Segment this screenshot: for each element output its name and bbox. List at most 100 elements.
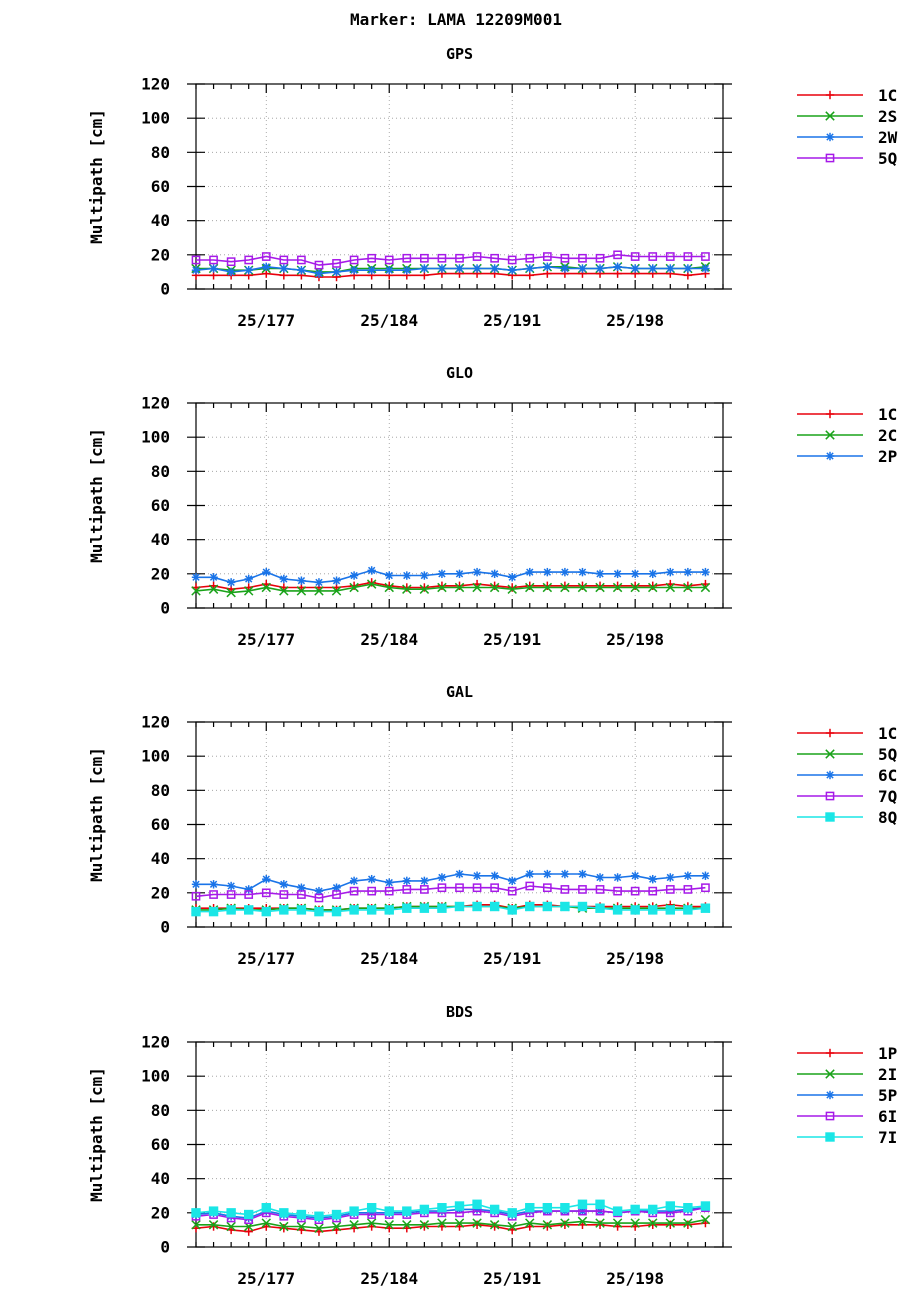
data-point (595, 885, 605, 894)
data-point (560, 901, 570, 912)
data-point (420, 1222, 429, 1231)
data-point (700, 903, 711, 913)
data-point (349, 876, 359, 886)
data-point (279, 880, 289, 889)
data-point (613, 262, 622, 271)
y-tick-label: 100 (141, 109, 170, 128)
data-point (244, 266, 253, 275)
data-point (613, 886, 622, 896)
data-point (191, 1208, 201, 1218)
data-point (578, 581, 587, 590)
series-line (195, 265, 706, 275)
data-point (296, 586, 307, 596)
data-point (349, 582, 359, 593)
data-point (226, 905, 236, 915)
series-glo-2p (191, 566, 710, 587)
data-point (595, 253, 605, 263)
data-point (508, 583, 517, 592)
panel-title-gps: GPS (446, 45, 473, 63)
data-point (191, 1220, 201, 1230)
data-point (560, 582, 570, 593)
data-point (560, 567, 570, 577)
data-point (437, 569, 447, 579)
legend-marker (825, 132, 835, 142)
data-point (648, 905, 658, 915)
data-point (525, 264, 534, 273)
data-point (279, 890, 289, 899)
data-point (613, 581, 622, 590)
y-tick-label: 60 (151, 496, 170, 515)
data-point (542, 883, 552, 893)
data-point (226, 578, 236, 587)
data-point (226, 1208, 236, 1218)
data-point (208, 1206, 219, 1216)
legend-entry-1c: 1C (797, 724, 897, 743)
data-point (279, 586, 289, 596)
data-point (612, 582, 623, 593)
series-line (196, 873, 706, 892)
data-point (349, 905, 359, 915)
legend-label: 5P (878, 1086, 897, 1105)
data-point (578, 253, 587, 263)
data-point (455, 264, 464, 273)
legend-marker (825, 153, 835, 163)
data-point (630, 1218, 640, 1228)
x-tick-label: 25/191 (483, 949, 541, 968)
legend-label: 5Q (878, 745, 897, 764)
data-point (560, 1203, 570, 1213)
data-point (507, 1221, 517, 1232)
y-axis-label: Multipath [cm] (87, 1067, 106, 1202)
data-point (472, 1220, 482, 1229)
legend-label: 2S (878, 107, 897, 126)
data-point (402, 253, 412, 263)
x-tick-label: 25/198 (606, 630, 664, 649)
data-point (420, 876, 429, 886)
data-point (560, 253, 570, 263)
data-point (542, 1203, 553, 1213)
y-tick-label: 0 (160, 599, 170, 618)
x-tick-label: 25/184 (360, 630, 418, 649)
data-point (297, 576, 306, 585)
data-point (226, 890, 236, 899)
x-tick-label: 25/198 (606, 311, 664, 330)
data-point (314, 586, 324, 596)
data-point (226, 587, 236, 598)
data-point (701, 567, 710, 577)
data-point (402, 1220, 412, 1230)
y-tick-label: 80 (151, 1101, 170, 1120)
panel-title-glo: GLO (446, 364, 473, 382)
data-point (455, 569, 464, 579)
data-point (472, 252, 482, 261)
data-point (507, 905, 517, 915)
data-point (648, 264, 657, 273)
data-point (262, 262, 271, 271)
data-point (385, 581, 394, 590)
data-point (630, 581, 640, 590)
legend-label: 1C (878, 405, 897, 424)
data-point (630, 1204, 640, 1215)
y-tick-label: 100 (141, 747, 170, 766)
data-point (384, 1220, 394, 1230)
series-line (196, 1218, 706, 1230)
y-tick-label: 20 (151, 245, 170, 264)
legend-label: 1P (878, 1044, 897, 1063)
data-point (332, 259, 341, 268)
data-point (402, 885, 412, 894)
data-point (577, 1216, 588, 1227)
data-point (331, 1209, 342, 1220)
data-point (261, 1203, 271, 1213)
data-point (209, 573, 218, 582)
data-point (208, 584, 219, 594)
data-point (700, 1214, 711, 1225)
data-point (191, 586, 201, 596)
data-point (349, 1220, 359, 1230)
data-point (297, 255, 306, 265)
data-point (244, 574, 253, 584)
y-tick-label: 60 (151, 177, 170, 196)
data-point (490, 1222, 499, 1231)
data-point (542, 1220, 553, 1230)
series-line (195, 885, 706, 899)
legend-marker (825, 1090, 835, 1100)
data-point (543, 567, 552, 577)
data-point (666, 873, 675, 882)
